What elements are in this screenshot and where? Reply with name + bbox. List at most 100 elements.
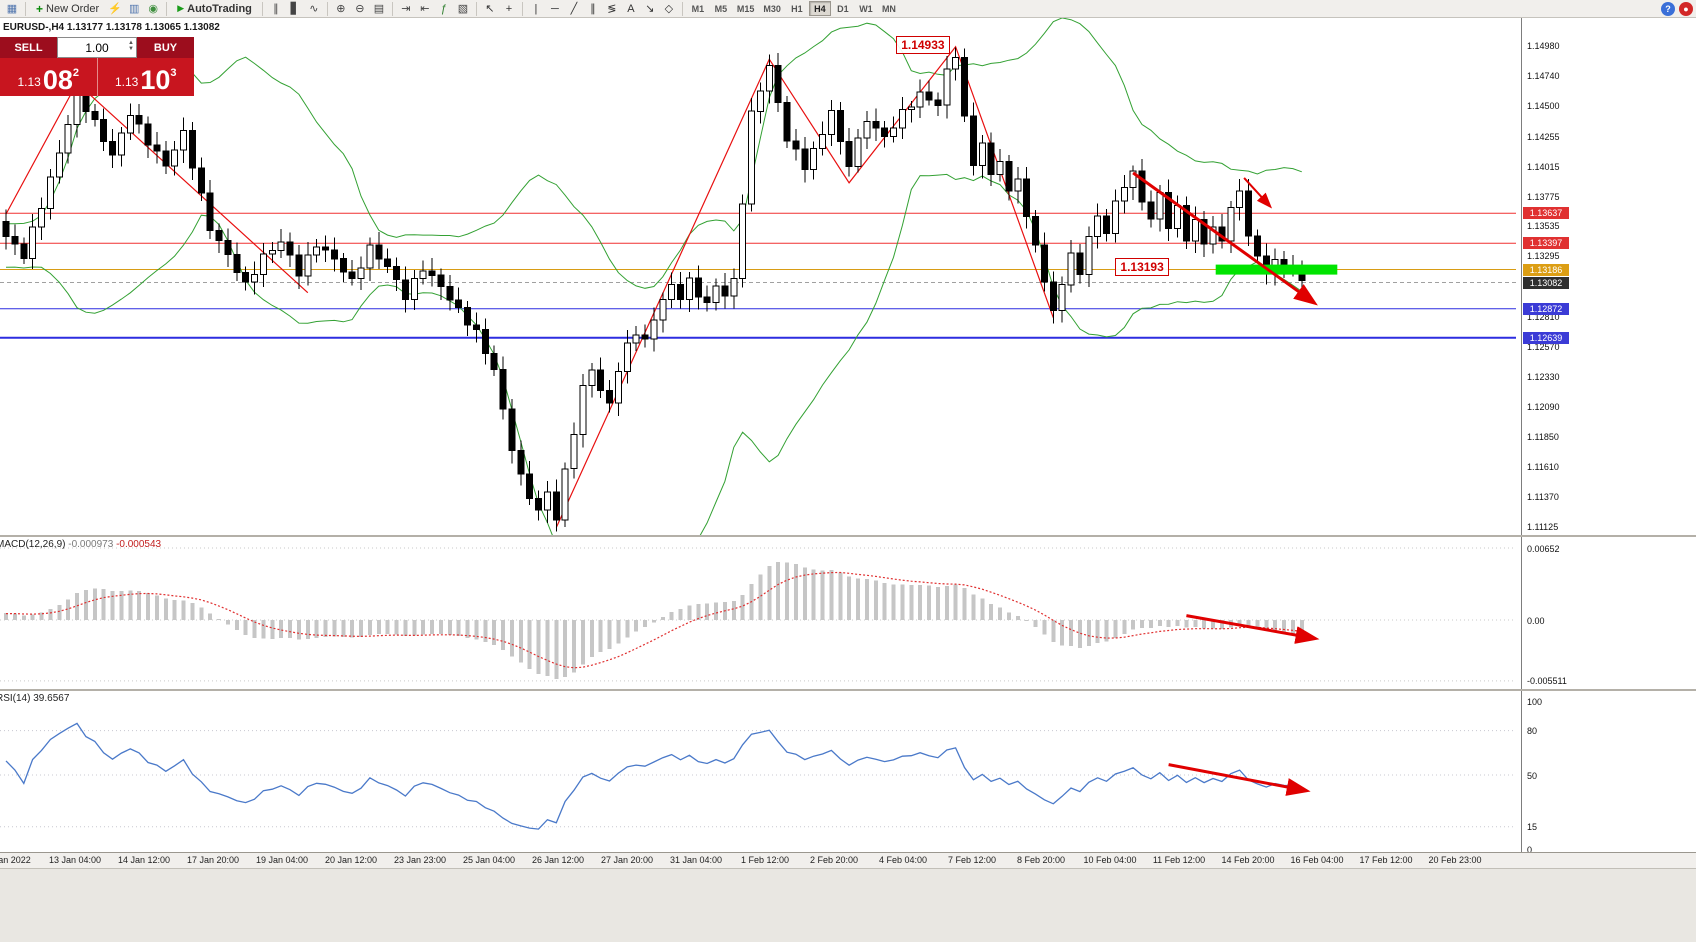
time-axis-label: 26 Jan 12:00 — [531, 855, 585, 865]
toolbar-separator — [25, 1, 26, 16]
cursor-icon[interactable]: ↖ — [485, 3, 495, 15]
chart-window-icon[interactable]: ▦ — [6, 3, 18, 15]
channel-icon[interactable]: ∥ — [590, 3, 596, 15]
rsi-axis-label: 100 — [1527, 696, 1543, 707]
time-axis-label: 11 Feb 12:00 — [1152, 855, 1206, 865]
fibonacci-icon[interactable]: ≶ — [607, 3, 617, 15]
buy-button[interactable]: BUY — [137, 37, 194, 58]
indicators-icon[interactable]: ƒ — [440, 2, 447, 15]
time-scale[interactable]: 12 Jan 2022 13 Jan 04:00 14 Jan 12:00 17 Ja… — [0, 852, 1696, 868]
timeframe-M1[interactable]: M1 — [691, 3, 705, 14]
buy-price[interactable]: 1.13 10 3 — [96, 58, 195, 96]
price-axis-label: 1.14740 — [1527, 71, 1560, 81]
timeframe-MN[interactable]: MN — [881, 3, 896, 14]
shapes-icon[interactable]: ◇ — [664, 3, 674, 15]
timeframe-M30[interactable]: M30 — [763, 3, 781, 14]
time-axis-label: 13 Jan 04:00 — [48, 855, 102, 865]
text-icon[interactable]: A — [627, 2, 635, 15]
sell-price-main: 08 — [42, 65, 73, 95]
sell-price-pip: 2 — [72, 67, 80, 79]
arrow-tool-icon[interactable]: ↘ — [645, 3, 655, 15]
templates-icon[interactable]: ▧ — [457, 3, 469, 15]
green-highlight-zone[interactable] — [1215, 264, 1338, 275]
time-axis-label: 20 Jan 12:00 — [324, 855, 378, 865]
spinner-up-icon[interactable]: ▲ — [128, 40, 134, 46]
zoom-out-icon[interactable]: ⊖ — [355, 3, 365, 15]
horizontal-line-icon[interactable]: ─ — [551, 2, 559, 15]
timeframe-W1[interactable]: W1 — [859, 3, 873, 14]
new-order-icon: + — [36, 1, 44, 16]
rsi-trend-arrow[interactable] — [1168, 763, 1311, 796]
volume-input[interactable]: 1.00 ▲ ▼ — [57, 37, 137, 58]
auto-scroll-icon[interactable]: ⇥ — [401, 3, 411, 15]
timeframe-M15[interactable]: M15 — [736, 3, 755, 14]
navigator-icon[interactable]: ◉ — [148, 3, 158, 15]
zoom-in-icon[interactable]: ⊕ — [336, 3, 346, 15]
timeframe-H4[interactable]: H4 — [808, 1, 831, 16]
line-chart-icon[interactable]: ∿ — [309, 3, 319, 15]
rsi-panel-canvas[interactable] — [0, 691, 1521, 852]
price-axis-label: 1.13775 — [1527, 191, 1560, 202]
chart-shift-icon[interactable]: ⇤ — [420, 3, 430, 15]
time-axis-label: 17 Feb 12:00 — [1359, 855, 1413, 865]
panel-separator[interactable] — [0, 689, 1696, 691]
autotrading-label: AutoTrading — [187, 2, 252, 15]
macd-signal-line — [6, 571, 1302, 669]
rsi-line — [5, 722, 1302, 830]
trend-arrows[interactable] — [1132, 171, 1318, 306]
price-axis-label: 1.11610 — [1527, 461, 1559, 472]
bar-chart-icon[interactable]: ∥ — [273, 3, 279, 15]
panel-separator[interactable] — [0, 535, 1696, 537]
macd-trend-arrow[interactable] — [1186, 614, 1320, 644]
rsi-axis-label: 80 — [1527, 726, 1538, 737]
volume-spinner[interactable]: ▲ ▼ — [128, 40, 134, 52]
timeframe-M5[interactable]: M5 — [714, 3, 728, 14]
account-status-icon[interactable]: ● — [1679, 1, 1693, 16]
rsi-indicator-label: RSI(14) 39.6567 — [0, 693, 70, 704]
price-scale[interactable]: 1.14980 1.14740 1.14500 1.14255 1.14015 1.137… — [1521, 18, 1696, 855]
time-axis-label: 31 Jan 04:00 — [669, 855, 723, 865]
price-axis-label: 1.12330 — [1527, 371, 1560, 382]
timeframe-H1[interactable]: H1 — [791, 3, 803, 14]
price-marker-badge: 1.12639 — [1523, 331, 1569, 344]
tile-windows-icon[interactable]: ▤ — [373, 3, 385, 15]
price-axis-label: 1.14255 — [1527, 131, 1560, 142]
price-annotation[interactable]: 1.14933 — [896, 36, 950, 54]
buy-price-prefix: 1.13 — [114, 75, 139, 89]
autotrading-button[interactable]: ▶ AutoTrading — [171, 1, 258, 17]
spinner-down-icon[interactable]: ▼ — [128, 46, 134, 52]
zigzag-trendlines[interactable] — [5, 45, 1054, 528]
candlestick-chart-icon[interactable]: ▋ — [290, 3, 300, 15]
rsi-axis-label: 50 — [1527, 770, 1538, 781]
macd-indicator-label: MACD(12,26,9) -0.000973 -0.000543 — [0, 539, 162, 550]
rsi-level-lines — [0, 730, 1516, 828]
toolbar-separator — [326, 1, 328, 16]
macd-panel-canvas[interactable] — [0, 537, 1521, 689]
trendline-icon[interactable]: ╱ — [570, 3, 578, 15]
new-order-button[interactable]: + New Order — [30, 1, 105, 17]
sell-price[interactable]: 1.13 08 2 — [0, 58, 97, 96]
price-chart-canvas[interactable] — [0, 18, 1521, 535]
price-axis-label: 1.13535 — [1527, 221, 1560, 232]
market-watch-icon[interactable]: ▥ — [129, 3, 140, 15]
sell-button[interactable]: SELL — [0, 37, 57, 58]
candlestick-series — [2, 47, 1306, 532]
buy-price-main: 10 — [140, 65, 171, 95]
macd-level-lines — [0, 547, 1516, 682]
vertical-line-icon[interactable]: | — [534, 2, 538, 15]
time-axis-label: 10 Feb 04:00 — [1083, 855, 1137, 865]
sound-alert-icon[interactable]: ⚡ — [108, 3, 123, 15]
time-axis-label: 14 Jan 12:00 — [117, 855, 171, 865]
price-axis-label: 1.11370 — [1527, 491, 1559, 502]
help-icon[interactable]: ? — [1661, 1, 1675, 16]
price-annotation[interactable]: 1.13193 — [1115, 258, 1169, 276]
time-axis-label: 1 Feb 12:00 — [740, 855, 790, 865]
time-axis-label: 8 Feb 20:00 — [1016, 855, 1066, 865]
rsi-axis-label: 0 — [1527, 844, 1533, 855]
price-axis-label: 1.13295 — [1527, 251, 1560, 262]
main-toolbar: ▦ + New Order ⚡ ▥ ◉ ▶ AutoTrading ∥ ▋ ∿ ⊕ ⊖ ▤ ⇥ ⇤ ƒ ▧ ↖ + | ─… — [0, 0, 1696, 18]
crosshair-icon[interactable]: + — [505, 2, 513, 15]
timeframe-D1[interactable]: D1 — [837, 3, 849, 14]
new-order-label: New Order — [46, 2, 100, 15]
time-axis-label: 19 Jan 04:00 — [255, 855, 309, 865]
